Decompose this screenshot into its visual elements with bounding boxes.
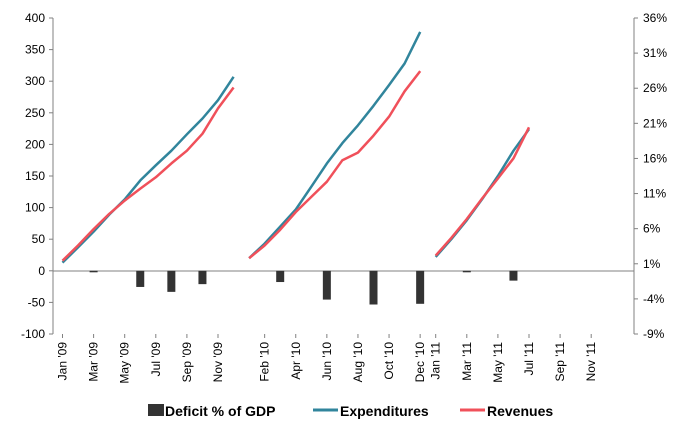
left-tick-label: 350 bbox=[25, 43, 45, 57]
legend-label-revenues: Revenues bbox=[487, 403, 553, 419]
revenues-line bbox=[248, 70, 422, 260]
right-tick-label: -4% bbox=[643, 292, 665, 306]
left-tick-label: 0 bbox=[38, 264, 45, 278]
deficit-bar bbox=[369, 270, 378, 305]
x-tick-label: Dec '10 bbox=[413, 342, 427, 383]
right-tick-label: 11% bbox=[643, 187, 666, 201]
x-tick-label: Nov '09 bbox=[211, 342, 225, 383]
x-tick-label: Nov '11 bbox=[584, 342, 598, 382]
legend-swatch-deficit bbox=[148, 404, 164, 416]
deficit-bar bbox=[167, 270, 176, 292]
deficit-bar bbox=[89, 270, 98, 273]
deficit-bars bbox=[89, 270, 518, 305]
x-tick-label: Oct '10 bbox=[382, 342, 396, 380]
revenues-line bbox=[434, 126, 531, 257]
x-tick-label: May '09 bbox=[118, 342, 132, 384]
x-tick-label: Jul '11 bbox=[522, 342, 536, 376]
x-tick-label: Sep '09 bbox=[180, 342, 194, 383]
legend-label-deficit: Deficit % of GDP bbox=[165, 403, 275, 419]
left-tick-label: 250 bbox=[25, 106, 45, 120]
series-lines bbox=[61, 31, 531, 264]
x-axis-ticks: Jan '09 Mar '09 May '09 Jul '09 Sep '09 Nov '… bbox=[56, 334, 598, 384]
right-tick-label: 31% bbox=[643, 46, 667, 60]
x-tick-label: Feb '10 bbox=[258, 342, 272, 382]
x-tick-label: Sep '11 bbox=[553, 342, 567, 382]
right-tick-label: -9% bbox=[643, 327, 665, 341]
deficit-bar bbox=[509, 270, 518, 281]
left-tick-label: 100 bbox=[25, 201, 45, 215]
expenditures-line bbox=[61, 76, 235, 264]
right-tick-label: 36% bbox=[643, 11, 667, 25]
right-tick-label: 16% bbox=[643, 151, 667, 165]
x-tick-label: Aug '10 bbox=[351, 342, 365, 383]
expenditures-line bbox=[248, 31, 422, 260]
left-tick-label: 200 bbox=[25, 137, 45, 151]
right-axis-ticks: 36% 31% 26% 21% 16% 11% 6% 1% -4% -9% bbox=[634, 11, 667, 341]
legend-label-expenditures: Expenditures bbox=[340, 403, 429, 419]
right-tick-label: 21% bbox=[643, 116, 667, 130]
x-tick-label: Apr '10 bbox=[289, 342, 303, 380]
x-tick-label: May '11 bbox=[491, 342, 505, 383]
right-tick-label: 6% bbox=[643, 222, 661, 236]
deficit-bar bbox=[462, 270, 471, 273]
deficit-bar bbox=[322, 270, 331, 300]
x-tick-label: Mar '09 bbox=[87, 342, 101, 382]
left-tick-label: 50 bbox=[32, 232, 46, 246]
plot-area: 400 350 300 250 200 150 100 50 0 -50 -100 36% 31% 26… bbox=[21, 11, 667, 384]
legend: Deficit % of GDP Expenditures Revenues bbox=[148, 403, 553, 419]
x-tick-label: Jan '09 bbox=[56, 342, 70, 381]
x-tick-label: Jan '11 bbox=[429, 342, 443, 380]
left-axis-ticks: 400 350 300 250 200 150 100 50 0 -50 -100 bbox=[21, 11, 53, 341]
right-tick-label: 26% bbox=[643, 81, 667, 95]
x-tick-label: Jul '09 bbox=[149, 342, 163, 377]
right-tick-label: 1% bbox=[643, 257, 661, 271]
left-tick-label: -50 bbox=[28, 295, 46, 309]
revenues-line bbox=[61, 86, 235, 262]
deficit-bar bbox=[416, 270, 425, 304]
left-tick-label: 150 bbox=[25, 169, 45, 183]
x-tick-label: Jun '10 bbox=[320, 342, 334, 381]
expenditures-line bbox=[434, 128, 531, 258]
left-tick-label: 300 bbox=[25, 74, 45, 88]
left-tick-label: 400 bbox=[25, 11, 45, 25]
deficit-bar bbox=[136, 270, 145, 287]
x-tick-label: Mar '11 bbox=[460, 342, 474, 381]
left-tick-label: -100 bbox=[21, 327, 45, 341]
deficit-bar bbox=[198, 270, 207, 285]
deficit-bar bbox=[276, 270, 285, 283]
